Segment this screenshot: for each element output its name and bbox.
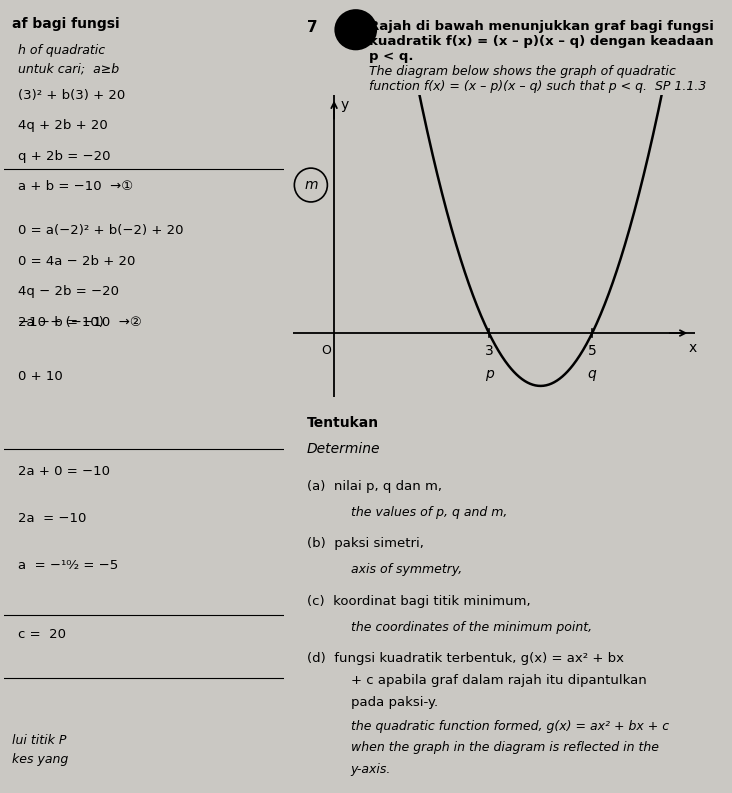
Text: (b)  paksi simetri,: (b) paksi simetri, bbox=[307, 538, 424, 550]
Circle shape bbox=[336, 10, 376, 49]
Text: 3: 3 bbox=[352, 33, 359, 43]
Text: c =  20: c = 20 bbox=[18, 628, 66, 642]
Text: 7: 7 bbox=[307, 20, 318, 35]
Text: −10 − (−10): −10 − (−10) bbox=[18, 316, 103, 328]
Text: Determine: Determine bbox=[307, 442, 380, 456]
Text: af bagi fungsi: af bagi fungsi bbox=[12, 17, 119, 32]
Text: kes yang: kes yang bbox=[12, 753, 68, 766]
Text: (c)  koordinat bagi titik minimum,: (c) koordinat bagi titik minimum, bbox=[307, 595, 530, 607]
Text: a  = −¹⁰⁄₂ = −5: a = −¹⁰⁄₂ = −5 bbox=[18, 559, 118, 573]
Text: the quadratic function formed, g(x) = ax² + bx + c: the quadratic function formed, g(x) = ax… bbox=[351, 720, 669, 733]
Text: function f(x) = (x – p)(x – q) such that p < q.  SP 1.1.3: function f(x) = (x – p)(x – q) such that… bbox=[369, 80, 706, 93]
Text: 0 = 4a − 2b + 20: 0 = 4a − 2b + 20 bbox=[18, 255, 135, 268]
Text: 4q − 2b = −20: 4q − 2b = −20 bbox=[18, 285, 119, 298]
Text: y: y bbox=[340, 98, 348, 112]
Text: a + b = −10  →①: a + b = −10 →① bbox=[18, 181, 132, 193]
Text: The diagram below shows the graph of quadratic: The diagram below shows the graph of qua… bbox=[369, 65, 676, 78]
Text: 0 + 10: 0 + 10 bbox=[18, 370, 62, 383]
Text: the values of p, q and m,: the values of p, q and m, bbox=[351, 506, 507, 519]
Text: 2a  = −10: 2a = −10 bbox=[18, 512, 86, 525]
Text: (d)  fungsi kuadratik terbentuk, g(x) = ax² + bx: (d) fungsi kuadratik terbentuk, g(x) = a… bbox=[307, 653, 624, 665]
Text: when the graph in the diagram is reflected in the: when the graph in the diagram is reflect… bbox=[351, 741, 659, 754]
Text: (a)  nilai p, q dan m,: (a) nilai p, q dan m, bbox=[307, 480, 441, 492]
Text: p: p bbox=[485, 367, 493, 381]
Text: O: O bbox=[321, 343, 332, 357]
Text: untuk cari;  a≥b: untuk cari; a≥b bbox=[18, 63, 119, 75]
Text: 2a + 0 = −10: 2a + 0 = −10 bbox=[18, 465, 110, 478]
Text: axis of symmetry,: axis of symmetry, bbox=[351, 563, 462, 576]
Text: 5: 5 bbox=[588, 343, 597, 358]
Text: (3)² + b(3) + 20: (3)² + b(3) + 20 bbox=[18, 89, 125, 102]
Text: the coordinates of the minimum point,: the coordinates of the minimum point, bbox=[351, 621, 591, 634]
Text: + c apabila graf dalam rajah itu dipantulkan: + c apabila graf dalam rajah itu dipantu… bbox=[351, 674, 646, 687]
Text: q + 2b = −20: q + 2b = −20 bbox=[18, 150, 111, 163]
Text: h of quadratic: h of quadratic bbox=[18, 44, 105, 56]
Text: lui titik P: lui titik P bbox=[12, 734, 66, 746]
Text: y-axis.: y-axis. bbox=[351, 764, 391, 776]
Text: p < q.: p < q. bbox=[369, 50, 414, 63]
Text: 3: 3 bbox=[485, 343, 493, 358]
Text: 2a − b = −10  →②: 2a − b = −10 →② bbox=[18, 316, 141, 329]
Text: Tentukan: Tentukan bbox=[307, 416, 379, 431]
Text: Rajah di bawah menunjukkan graf bagi fungsi: Rajah di bawah menunjukkan graf bagi fun… bbox=[369, 20, 714, 33]
Text: m: m bbox=[304, 178, 318, 192]
Text: q: q bbox=[588, 367, 597, 381]
Text: kuadratik f(x) = (x – p)(x – q) dengan keadaan: kuadratik f(x) = (x – p)(x – q) dengan k… bbox=[369, 35, 714, 48]
Text: TP: TP bbox=[349, 17, 362, 27]
Text: pada paksi-y.: pada paksi-y. bbox=[351, 696, 438, 709]
Text: 0 = a(−2)² + b(−2) + 20: 0 = a(−2)² + b(−2) + 20 bbox=[18, 224, 183, 237]
Text: x: x bbox=[689, 341, 697, 355]
Text: 4q + 2b + 20: 4q + 2b + 20 bbox=[18, 120, 108, 132]
